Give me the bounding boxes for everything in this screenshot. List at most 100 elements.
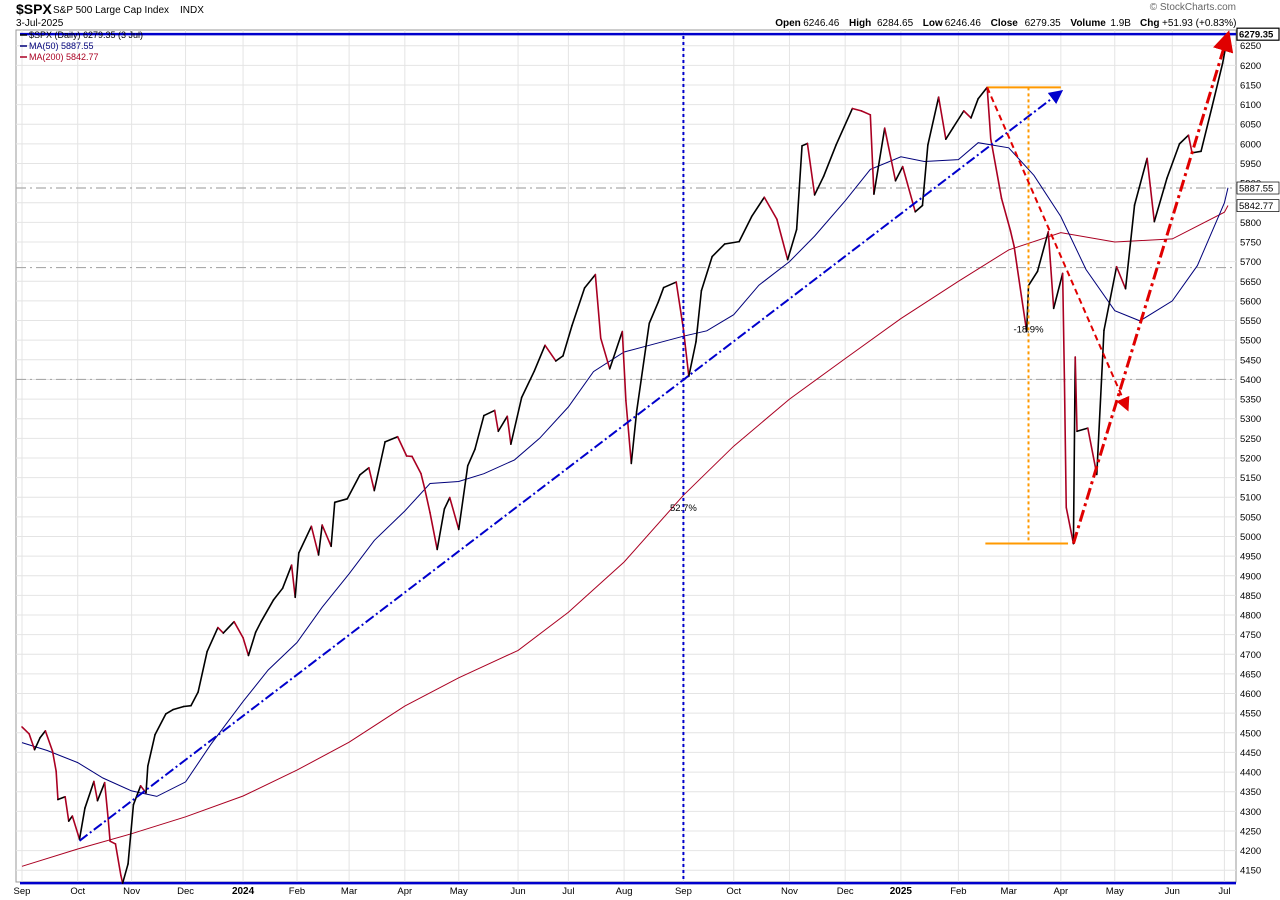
y-tick-label: 4150 <box>1240 866 1261 877</box>
price-segment <box>1115 265 1127 290</box>
ohlc-label: Volume <box>1070 18 1106 29</box>
y-tick-label: 5050 <box>1240 512 1261 523</box>
price-segment <box>93 780 99 802</box>
x-axis: Sep Oct Nov Dec 2024 Feb Mar Apr May Jun Jul Aug Sep… <box>14 886 1231 897</box>
price-segment <box>281 564 293 590</box>
price-segment <box>1166 143 1181 180</box>
y-tick-label: 5200 <box>1240 453 1261 464</box>
price-segment <box>330 501 336 548</box>
y-tick-label: 6100 <box>1240 100 1261 111</box>
price-segment <box>1200 106 1213 153</box>
price-segment <box>67 815 74 822</box>
price-segment <box>1124 204 1136 290</box>
price-tag-value: 6279.35 <box>1239 30 1274 41</box>
y-tick-label: 4300 <box>1240 807 1261 818</box>
price-segment <box>206 626 219 653</box>
y-tick-label: 5800 <box>1240 218 1261 229</box>
price-segment <box>1036 231 1050 273</box>
price-segment <box>952 110 965 129</box>
price-segment <box>114 843 122 877</box>
price-segment <box>835 107 854 146</box>
price-segment <box>662 281 678 289</box>
x-tick-label: Mar <box>341 886 357 897</box>
price-segment <box>164 708 174 715</box>
price-segment <box>927 96 940 146</box>
y-tick-label: 4350 <box>1240 787 1261 798</box>
y-tick-label: 5700 <box>1240 257 1261 268</box>
grid-lines <box>16 30 1236 882</box>
price-segment <box>977 86 988 100</box>
price-segment <box>562 324 573 357</box>
price-segment <box>109 840 117 845</box>
plot-area: 52.7% -18.9% $SPX (Daily) 6279.35 (3 Jul… <box>15 29 1237 885</box>
price-segment <box>822 143 837 178</box>
legend: $SPX (Daily) 6279.35 (3 Jul)MA(50) 5887.… <box>20 30 143 62</box>
price-segment <box>962 110 972 119</box>
x-tick-label: Jul <box>1218 886 1230 897</box>
price-segment <box>763 196 778 221</box>
date-label: 3-Jul-2025 <box>16 18 64 29</box>
price-segment <box>429 511 438 551</box>
price-segment <box>945 126 954 140</box>
x-tick-label: Nov <box>123 886 140 897</box>
x-tick-label: Aug <box>616 886 633 897</box>
price-segment <box>190 691 199 707</box>
price-segment <box>411 455 422 475</box>
price-segment <box>423 487 431 514</box>
price-segment <box>84 780 95 809</box>
y-tick-label: 6150 <box>1240 80 1261 91</box>
price-segment <box>1187 134 1193 154</box>
x-tick-label: Feb <box>950 886 966 897</box>
price-segment <box>1178 134 1190 145</box>
price-segment <box>1074 356 1078 433</box>
price-segment <box>247 631 257 657</box>
x-tick-label: Oct <box>70 886 85 897</box>
price-segment <box>145 765 149 794</box>
price-segment <box>1009 230 1015 248</box>
price-segment <box>147 733 156 767</box>
price-segment <box>182 704 192 708</box>
price-segment <box>970 97 979 119</box>
y-tick-label: 4600 <box>1240 689 1261 700</box>
price-segment <box>1211 62 1224 109</box>
price-segment <box>373 441 386 492</box>
price-segment <box>497 415 509 433</box>
price-segment <box>873 127 886 195</box>
ohlc-value: 6284.65 <box>877 18 914 29</box>
x-tick-label: Jun <box>510 886 525 897</box>
price-segment <box>448 496 460 531</box>
y-tick-label: 4750 <box>1240 630 1261 641</box>
legend-entry: $SPX (Daily) 6279.35 (3 Jul) <box>29 30 143 40</box>
recovery-line <box>1071 30 1234 544</box>
price-segment <box>1146 157 1156 223</box>
price-segment <box>55 770 59 801</box>
y-tick-label: 4950 <box>1240 552 1261 563</box>
y-tick-label: 4650 <box>1240 669 1261 680</box>
y-tick-label: 4250 <box>1240 826 1261 837</box>
price-segment <box>127 803 135 865</box>
y-tick-label: 5000 <box>1240 532 1261 543</box>
y-tick-label: 5650 <box>1240 277 1261 288</box>
price-segment <box>1153 177 1168 223</box>
y-tick-label: 6200 <box>1240 61 1261 72</box>
price-segment <box>132 785 142 806</box>
price-segment <box>700 255 713 292</box>
price-segment <box>883 127 897 182</box>
price-segment <box>786 228 798 261</box>
price-segment <box>1047 231 1055 310</box>
price-segment <box>172 705 185 711</box>
price-segment <box>625 399 633 465</box>
price-segment <box>121 863 129 884</box>
y-tick-label: 4500 <box>1240 728 1261 739</box>
price-segment <box>368 466 376 492</box>
x-tick-label: Apr <box>397 886 412 897</box>
price-segment <box>510 396 523 446</box>
price-segment <box>1013 245 1023 297</box>
price-segment <box>594 273 602 340</box>
y-tick-label: 5250 <box>1240 434 1261 445</box>
price-segment <box>989 137 1003 200</box>
annotation-labels: 52.7% -18.9% <box>670 324 1044 514</box>
price-segment <box>420 472 426 489</box>
x-tick-label: May <box>450 886 468 897</box>
